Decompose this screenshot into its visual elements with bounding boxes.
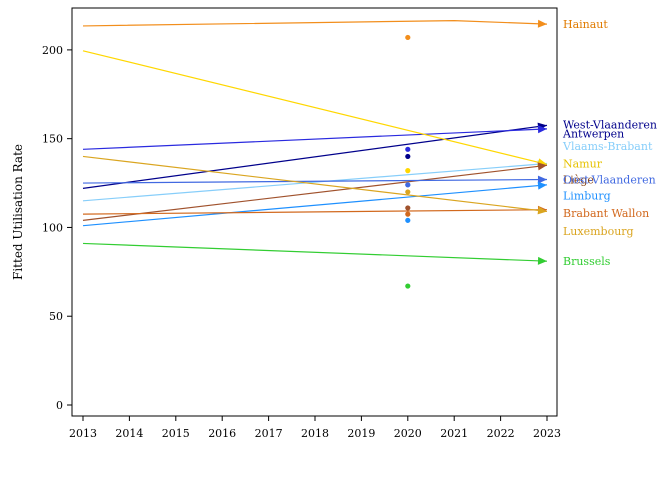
legend-label-oost-vlaanderen: Oost-Vlaanderen: [563, 174, 656, 187]
series-line-antwerpen: [82, 128, 548, 150]
series-points: [405, 34, 411, 289]
axis-ticks: 2013 2014 2015 2016 2017 2018 2019 2020 2021 2022…: [42, 44, 561, 440]
series-lines: [82, 19, 548, 265]
point-liege: [405, 205, 411, 211]
arrowhead-limburg: [537, 181, 547, 190]
arrowhead-oost-vlaanderen: [537, 175, 547, 184]
series-line-oost-vlaanderen: [82, 178, 548, 184]
legend-label-liege: Liège: [563, 174, 594, 187]
x-tick-label: 2018: [301, 427, 329, 440]
point-limburg: [405, 217, 411, 223]
series-line-vlaams-brabant: [82, 162, 548, 202]
series-line-limburg: [82, 184, 548, 227]
series-line-liege: [82, 164, 548, 221]
x-tick-label: 2020: [394, 427, 422, 440]
y-tick-label: 50: [49, 310, 63, 323]
series-line-hainaut: [82, 19, 548, 27]
arrowhead-hainaut: [537, 19, 547, 28]
x-tick-label: 2016: [208, 427, 236, 440]
y-tick-label: 200: [42, 44, 63, 57]
legend-label-limburg: Limburg: [563, 189, 611, 202]
point-oost-vlaanderen: [405, 182, 411, 188]
arrowhead-luxembourg: [537, 206, 547, 215]
point-west-vlaanderen: [405, 153, 411, 160]
arrowhead-liege: [537, 162, 547, 171]
legend-label-vlaams-brabant: Vlaams-Brabant: [562, 140, 653, 153]
legend-label-west-vlaanderen: West-Vlaanderen: [563, 118, 657, 131]
x-tick-label: 2021: [440, 427, 468, 440]
y-tick-label: 0: [56, 399, 63, 412]
legend-label-brussels: Brussels: [563, 255, 611, 268]
series-line-west-vlaanderen: [82, 124, 548, 189]
x-tick-label: 2022: [487, 427, 515, 440]
y-axis-title: Fitted Utilisation Rate: [11, 144, 25, 280]
arrowhead-antwerpen: [537, 125, 547, 134]
point-brabant-wallon: [405, 211, 411, 217]
x-tick-label: 2019: [347, 427, 375, 440]
point-brussels: [405, 283, 411, 289]
x-tick-label: 2013: [69, 427, 97, 440]
series-line-namur: [82, 50, 548, 165]
series-line-brabant-wallon: [82, 209, 548, 215]
y-tick-label: 150: [42, 133, 63, 146]
x-tick-label: 2015: [162, 427, 190, 440]
legend-label-hainaut: Hainaut: [563, 18, 608, 31]
series-line-luxembourg: [82, 155, 548, 213]
x-tick-label: 2017: [255, 427, 283, 440]
legend-label-brabant-wallon: Brabant Wallon: [563, 207, 649, 220]
legend-label-namur: Namur: [563, 158, 603, 171]
point-antwerpen: [405, 146, 411, 152]
legend: Hainaut West-VlaanderenAntwerpenVlaams-Br…: [562, 18, 657, 268]
legend-label-luxembourg: Luxembourg: [563, 225, 634, 238]
x-tick-label: 2023: [533, 427, 561, 440]
x-tick-label: 2014: [115, 427, 143, 440]
arrowhead-brussels: [537, 256, 547, 265]
point-namur: [405, 168, 411, 174]
series-line-brussels: [82, 242, 548, 262]
y-tick-label: 100: [42, 221, 63, 234]
point-hainaut: [405, 34, 411, 41]
legend-label-antwerpen: Antwerpen: [562, 127, 624, 140]
point-luxembourg: [405, 189, 411, 195]
